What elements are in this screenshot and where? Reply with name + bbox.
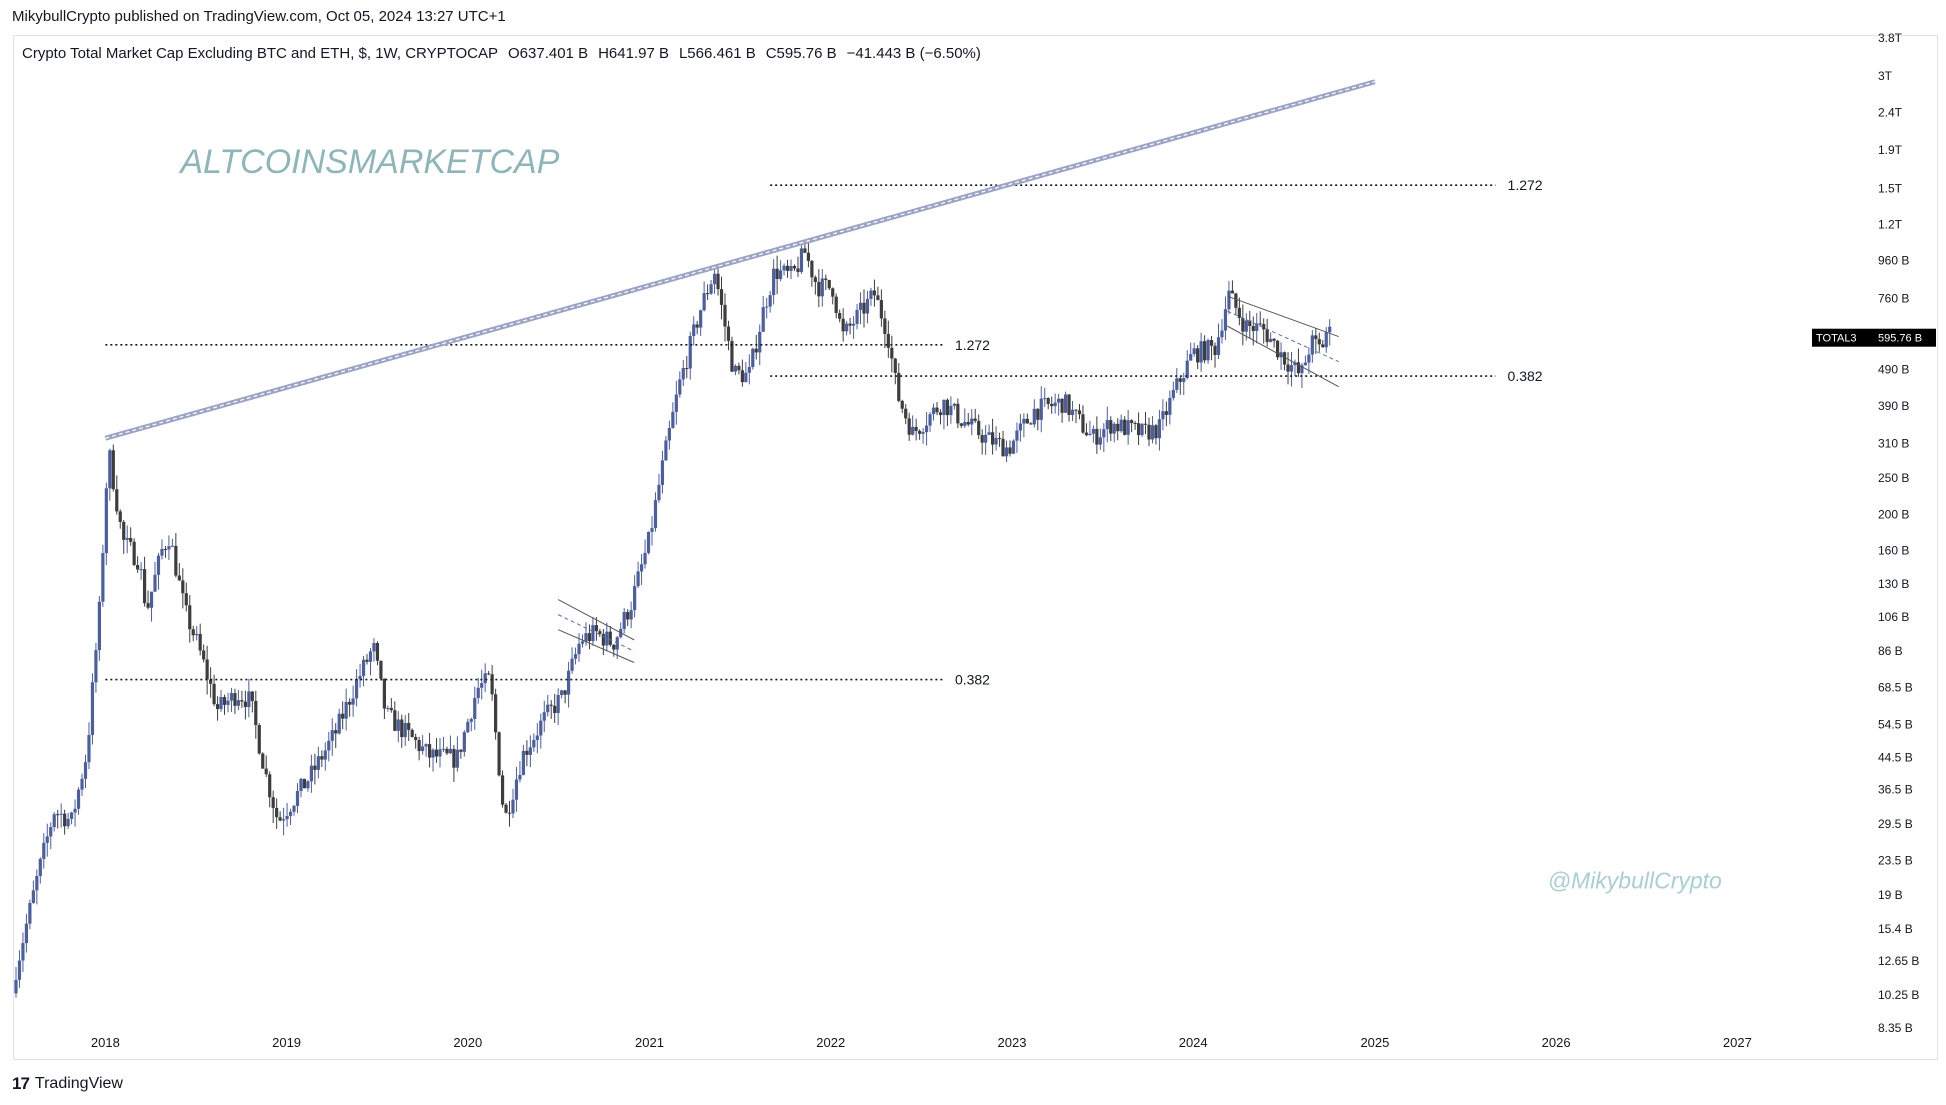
brand-label: TradingView <box>34 1075 123 1092</box>
legend-change: −41.443 B (−6.50%) <box>846 45 981 62</box>
published-credit: MikybullCrypto published on TradingView.… <box>12 8 506 25</box>
chart-legend: Crypto Total Market Cap Excluding BTC an… <box>22 45 991 62</box>
legend-open: O637.401 B <box>508 45 589 62</box>
legend-low: L566.461 B <box>678 45 756 62</box>
legend-high: H641.97 B <box>598 45 669 62</box>
tradingview-logo-icon: 17 <box>12 1074 30 1093</box>
legend-close: C595.76 B <box>765 45 837 62</box>
chart-frame <box>13 35 1938 1060</box>
legend-title: Crypto Total Market Cap Excluding BTC an… <box>22 45 499 62</box>
tradingview-brand[interactable]: 17 TradingView <box>12 1074 123 1094</box>
